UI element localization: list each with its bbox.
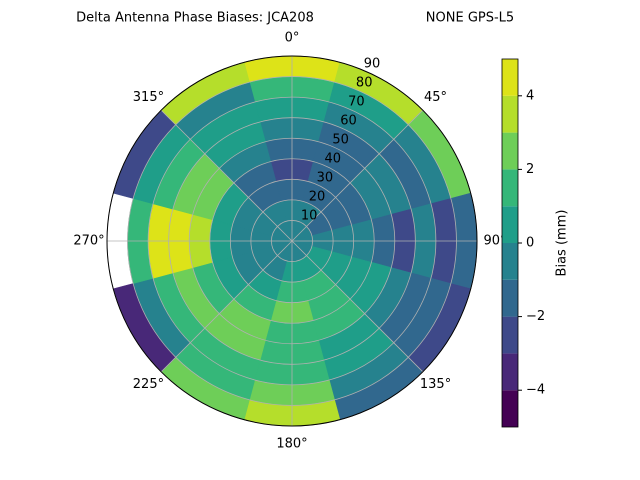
colorbar-band [502, 95, 518, 133]
theta-tick-label: 270° [73, 234, 104, 249]
grid-spoke [291, 109, 424, 242]
colorbar-label: Bias (mm) [555, 210, 570, 277]
colorbar-band [502, 206, 518, 243]
axis-labels: 10 20 30 40 50 60 70 80 90 0° 45° 90° 135° 180° 225° 27… [73, 31, 506, 452]
colorbar-band [502, 59, 518, 96]
theta-tick-label: 225° [133, 377, 164, 392]
r-tick-label: 90 [364, 57, 381, 72]
colorbar: −4 −2 0 2 4 [502, 59, 545, 427]
colorbar-frame [501, 58, 519, 428]
r-tick-label: 20 [309, 190, 326, 205]
colorbar-tick-label: −2 [526, 309, 545, 324]
r-tick-label: 70 [348, 95, 365, 110]
chart-title: Delta Antenna Phase Biases: JCA208 [76, 11, 314, 26]
colorbar-tick-label: 2 [526, 162, 534, 177]
theta-tick-label: 45° [424, 90, 447, 105]
colorbar-band [502, 169, 518, 207]
r-tick-label: 30 [317, 171, 334, 186]
grid-spoke [160, 240, 293, 373]
colorbar-tick-label: −4 [526, 383, 545, 398]
r-tick-label: 50 [332, 133, 349, 148]
colorbar-band [502, 243, 518, 280]
colorbar-band [502, 316, 518, 354]
colorbar-band [502, 279, 518, 317]
r-tick-label: 10 [301, 209, 318, 224]
grid-spoke [291, 240, 424, 373]
r-tick-label: 80 [356, 76, 373, 91]
theta-tick-label: 135° [420, 377, 451, 392]
chart-subtitle: NONE GPS-L5 [426, 11, 514, 26]
theta-tick-label: 180° [276, 437, 307, 452]
theta-tick-label: 315° [133, 90, 164, 105]
r-tick-label: 40 [324, 152, 341, 167]
colorbar-band [502, 390, 518, 427]
polar-grid [106, 55, 478, 427]
colorbar-tick-label: 4 [526, 88, 534, 103]
colorbar-band [502, 132, 518, 170]
r-tick-label: 60 [340, 114, 357, 129]
theta-tick-label: 90° [483, 234, 506, 249]
colorbar-band [502, 353, 518, 391]
theta-tick-label: 0° [285, 31, 300, 46]
polar-frame [106, 55, 478, 427]
colorbar-tick-label: 0 [526, 236, 534, 251]
grid-spoke [160, 109, 293, 242]
